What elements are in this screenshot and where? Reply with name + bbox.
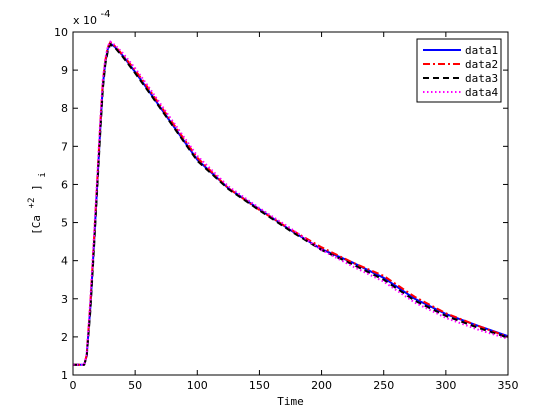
x-axis-label: Time [277, 395, 304, 408]
y-axis-label-base: [Ca [30, 215, 43, 235]
y-tick-label: 4 [61, 255, 68, 268]
y-tick-label: 7 [61, 140, 68, 153]
y-multiplier-label: x 10 -4 [73, 9, 111, 27]
legend-label-data4: data4 [465, 86, 498, 99]
y-axis-label-subscript: i [38, 172, 48, 177]
legend-label-data2: data2 [465, 58, 498, 71]
y-axis-label-close: ] [30, 184, 43, 191]
x-tick-label: 150 [249, 379, 270, 392]
x-tick-label: 250 [373, 379, 394, 392]
y-tick-label: 6 [61, 178, 68, 191]
x-tick-label: 50 [128, 379, 142, 392]
y-axis-label: [Ca +2 ] i [24, 172, 48, 235]
series-data2-line [73, 41, 508, 366]
x-tick-label: 350 [498, 379, 519, 392]
series-layer [73, 40, 508, 366]
ticks-layer: 0 50 100 150 200 250 300 350 1 2 3 4 5 6 7 8 9 10 [54, 26, 519, 392]
y-multiplier-prefix: x 10 [73, 14, 97, 27]
legend-label-data3: data3 [465, 72, 498, 85]
y-tick-label: 10 [54, 26, 68, 39]
series-data4-line [73, 40, 508, 366]
x-tick-label: 0 [70, 379, 77, 392]
y-tick-label: 9 [61, 64, 68, 77]
legend-label-data1: data1 [465, 44, 498, 57]
y-multiplier-exponent: -4 [101, 9, 111, 20]
y-tick-label: 3 [61, 293, 68, 306]
x-tick-label: 200 [311, 379, 332, 392]
y-tick-label: 8 [61, 102, 68, 115]
y-tick-label: 5 [61, 217, 68, 230]
x-tick-label: 300 [435, 379, 456, 392]
y-tick-label: 2 [61, 331, 68, 344]
y-axis-label-superscript: +2 [27, 197, 37, 208]
y-tick-label: 1 [61, 369, 68, 382]
x-tick-label: 100 [187, 379, 208, 392]
axes-box [72, 31, 509, 376]
